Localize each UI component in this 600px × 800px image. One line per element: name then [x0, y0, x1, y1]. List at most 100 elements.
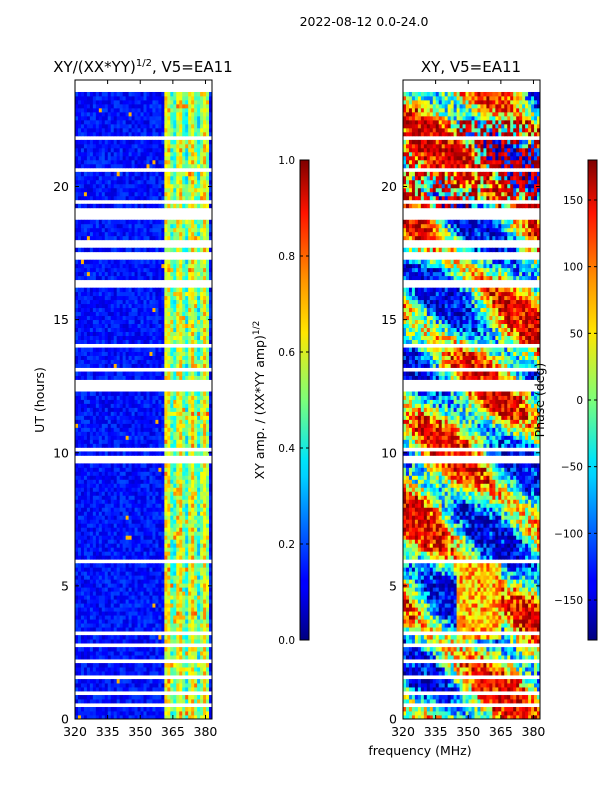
heatmap-cell: [170, 639, 174, 644]
heatmap-cell: [125, 431, 130, 436]
heatmap-cell: [182, 371, 186, 376]
heatmap-cell: [131, 247, 135, 253]
heatmap-cell: [98, 519, 103, 524]
heatmap-cell: [203, 523, 207, 528]
heatmap-cell: [194, 431, 198, 436]
heatmap-cell: [104, 519, 109, 524]
heatmap-cell: [128, 683, 132, 688]
heatmap-cell: [128, 223, 132, 229]
heatmap-cell: [161, 483, 165, 488]
heatmap-cell: [140, 323, 144, 329]
heatmap-cell: [194, 607, 198, 612]
heatmap-cell: [119, 579, 124, 584]
heatmap-cell: [110, 411, 115, 416]
heatmap-cell: [131, 567, 135, 572]
heatmap-cell: [125, 507, 130, 512]
heatmap-cell: [140, 579, 144, 584]
heatmap-cell: [173, 291, 177, 297]
heatmap-cell: [197, 351, 201, 356]
heatmap-cell: [122, 375, 127, 380]
heatmap-cell: [89, 375, 94, 380]
heatmap-cell: [104, 411, 109, 416]
heatmap-cell: [110, 539, 115, 544]
heatmap-cell: [158, 695, 162, 700]
heatmap-cell: [158, 499, 162, 504]
heatmap-cell: [188, 583, 192, 588]
heatmap-cell: [203, 563, 207, 568]
heatmap-cell: [113, 599, 118, 604]
heatmap-cell: [191, 503, 195, 508]
heatmap-cell: [107, 259, 112, 265]
heatmap-cell: [101, 639, 106, 644]
heatmap-cell: [164, 523, 168, 528]
heatmap-cell: [143, 263, 147, 269]
heatmap-cell: [164, 223, 168, 229]
heatmap-cell: [80, 363, 85, 368]
heatmap-cell: [119, 307, 124, 313]
heatmap-cell: [92, 259, 97, 265]
heatmap-cell: [152, 651, 156, 656]
heatmap-cell: [164, 715, 168, 719]
heatmap-cell: [191, 511, 195, 516]
heatmap-cell: [200, 699, 204, 704]
heatmap-cell: [158, 311, 162, 317]
heatmap-cell: [122, 395, 127, 400]
heatmap-cell: [167, 579, 171, 584]
heatmap-cell: [185, 647, 189, 652]
heatmap-cell: [77, 487, 82, 492]
heatmap-cell: [176, 323, 180, 329]
heatmap-cell: [80, 591, 85, 596]
heatmap-cell: [98, 531, 103, 536]
heatmap-cell: [191, 507, 195, 512]
heatmap-cell: [140, 587, 144, 592]
heatmap-cell: [80, 607, 85, 612]
heatmap-cell: [149, 575, 153, 580]
heatmap-cell: [173, 435, 177, 440]
heatmap-cell: [92, 399, 97, 404]
heatmap-cell: [152, 671, 156, 676]
heatmap-cell: [92, 419, 97, 424]
heatmap-cell: [158, 635, 162, 640]
heatmap-cell: [104, 415, 109, 420]
heatmap-cell: [182, 423, 186, 428]
heatmap-cell: [107, 471, 112, 476]
heatmap-cell: [152, 335, 156, 340]
heatmap-cell: [128, 687, 132, 692]
heatmap-cell: [86, 259, 91, 265]
heatmap-cell: [137, 235, 141, 241]
heatmap-cell: [107, 667, 112, 672]
heatmap-cell: [170, 187, 174, 193]
heatmap-cell: [77, 419, 82, 424]
heatmap-cell: [98, 507, 103, 512]
heatmap-cell: [191, 579, 195, 584]
heatmap-cell: [86, 319, 91, 325]
heatmap-cell: [179, 331, 183, 336]
heatmap-cell: [194, 427, 198, 432]
heatmap-cell: [188, 591, 192, 596]
heatmap-cell: [137, 587, 141, 592]
heatmap-cell: [95, 479, 100, 484]
heatmap-cell: [143, 567, 147, 572]
heatmap-cell: [83, 535, 88, 540]
heatmap-cell: [95, 259, 100, 265]
heatmap-cell: [83, 543, 88, 548]
heatmap-cell: [83, 511, 88, 516]
heatmap-cell: [116, 259, 121, 265]
heatmap-cell: [191, 471, 195, 476]
left-panel-title: XY/(XX*YY)1/2, V5=EA11: [53, 58, 232, 76]
heatmap-cell: [182, 295, 186, 301]
heatmap-cell: [137, 351, 141, 356]
heatmap-cell: [203, 539, 207, 544]
heatmap-cell: [209, 247, 212, 253]
heatmap-cell: [158, 707, 162, 712]
heatmap-cell: [101, 247, 106, 253]
heatmap-cell: [158, 679, 162, 684]
heatmap-cell: [137, 515, 141, 520]
heatmap-cell: [110, 655, 115, 660]
heatmap-cell: [116, 327, 121, 332]
heatmap-cell: [86, 487, 91, 492]
heatmap-cell: [122, 339, 127, 344]
heatmap-cell: [110, 679, 115, 684]
heatmap-cell: [98, 511, 103, 516]
heatmap-cell: [89, 483, 94, 488]
